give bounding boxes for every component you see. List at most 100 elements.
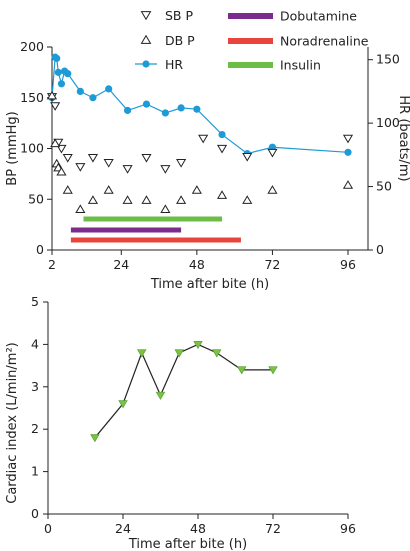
sbp-point <box>160 165 171 174</box>
hr-point <box>57 80 66 88</box>
y-tick-label: 2 <box>31 421 39 436</box>
ci-point <box>237 366 247 375</box>
y2-tick-label: 150 <box>376 52 400 67</box>
sbp-point <box>342 134 354 144</box>
hr-point <box>161 109 169 117</box>
sbp-point <box>267 148 278 158</box>
ci-point <box>193 340 203 349</box>
legend-bar-label: Insulin <box>280 58 321 73</box>
dbp-point <box>87 195 99 204</box>
dbp-point <box>160 204 171 214</box>
x-tick-label: 24 <box>113 257 129 272</box>
dbp-point <box>141 195 152 204</box>
x-tick-label: 72 <box>264 257 280 272</box>
ci-point <box>212 349 222 358</box>
dbp-point <box>75 204 86 214</box>
x-tick-label: 96 <box>340 257 356 272</box>
dbp-point <box>46 90 58 100</box>
legend-hr-marker <box>142 60 150 68</box>
legend-sbp-label: SB P <box>165 8 193 23</box>
ci-point <box>137 349 147 358</box>
hr-point <box>193 105 201 113</box>
hr-point <box>89 94 97 102</box>
dbp-point <box>191 185 202 194</box>
legend-dbp-label: DB P <box>165 33 195 48</box>
sbp-point <box>122 165 133 174</box>
sbp-point <box>176 159 187 168</box>
y2-tick-label: 50 <box>376 179 392 194</box>
ci-point <box>155 391 166 400</box>
dbp-point <box>267 185 278 194</box>
x-tick-label: 72 <box>265 521 281 536</box>
dbp-point <box>176 195 187 204</box>
sbp-point <box>198 134 209 144</box>
y-tick-label: 5 <box>31 294 39 309</box>
ci-point <box>268 366 278 375</box>
legend-dbp-marker <box>140 34 152 44</box>
y-tick-label: 0 <box>31 506 39 521</box>
x-tick-label: 2 <box>48 257 56 272</box>
sbp-point <box>75 163 86 172</box>
hr-point <box>76 87 84 96</box>
dbp-point <box>216 190 228 199</box>
sbp-point <box>216 144 228 154</box>
y2-tick-label: 100 <box>376 115 400 130</box>
y-axis-label: Cardiac index (L/min/m²) <box>5 342 20 504</box>
dbp-point <box>56 166 67 176</box>
sbp-point <box>56 144 67 154</box>
y-tick-label: 50 <box>28 191 44 206</box>
x-tick-label: 48 <box>189 257 205 272</box>
ci-point <box>174 349 184 358</box>
sbp-point <box>62 153 73 163</box>
y-tick-label: 200 <box>20 39 44 54</box>
x-axis-label: Time after bite (h) <box>128 537 247 551</box>
dbp-point <box>242 195 253 204</box>
x-tick-label: 24 <box>115 521 131 536</box>
dbp-point <box>50 138 61 148</box>
hr-point <box>53 54 61 63</box>
y-tick-label: 1 <box>31 464 39 479</box>
sbp-point <box>87 153 99 163</box>
x-axis-label: Time after bite (h) <box>150 277 269 292</box>
dbp-point <box>342 180 354 189</box>
ci-point <box>118 400 128 409</box>
bar-insulin <box>83 216 223 222</box>
hr-point <box>64 70 72 78</box>
y2-tick-label: 0 <box>376 242 384 257</box>
hr-point <box>54 68 62 76</box>
legend-hr-label: HR <box>165 57 183 72</box>
dbp-point <box>62 185 73 194</box>
legend-bar-label: Noradrenaline <box>280 34 369 49</box>
bp-hr-chart: 0 50 100 150 200 0 50 100 150 2 24 48 72 96 Time after… <box>5 8 410 292</box>
legend-bar-dobutamine <box>228 13 273 19</box>
x-tick-label: 0 <box>44 521 52 536</box>
sbp-point <box>242 152 253 162</box>
ci-point <box>90 434 100 443</box>
legend-bar-label: Dobutamine <box>280 9 357 24</box>
x-tick-label: 96 <box>340 521 356 536</box>
y-tick-label: 4 <box>31 336 39 351</box>
y-tick-label: 150 <box>20 90 44 105</box>
hr-point <box>218 130 226 139</box>
dbp-point <box>122 195 133 204</box>
sbp-point <box>141 153 152 163</box>
x-tick-label: 48 <box>190 521 206 536</box>
legend-sbp-marker <box>140 11 152 21</box>
dbp-point <box>103 185 114 194</box>
sbp-point <box>103 159 114 168</box>
y-tick-label: 100 <box>20 141 44 156</box>
y-tick-label: 0 <box>36 242 44 257</box>
legend-bar-noradrenaline <box>228 38 273 44</box>
y2-axis-label: HR (beats/m) <box>396 95 410 181</box>
bar-noradrenaline <box>70 237 241 243</box>
y-tick-label: 3 <box>31 379 39 394</box>
legend-bar-insulin <box>228 62 273 68</box>
y-axis-label: BP (mmHg) <box>5 111 20 185</box>
ci-line <box>94 343 273 439</box>
hr-point <box>177 104 185 112</box>
cardiac-index-chart: 0 1 2 3 4 5 0 24 48 72 96 Time after bite (h) Cardia… <box>5 294 356 551</box>
sbp-point <box>50 102 61 111</box>
legend: SB P DB P HR Dobutamine Noradrenaline Insulin <box>135 8 369 73</box>
hr-point <box>142 100 151 108</box>
